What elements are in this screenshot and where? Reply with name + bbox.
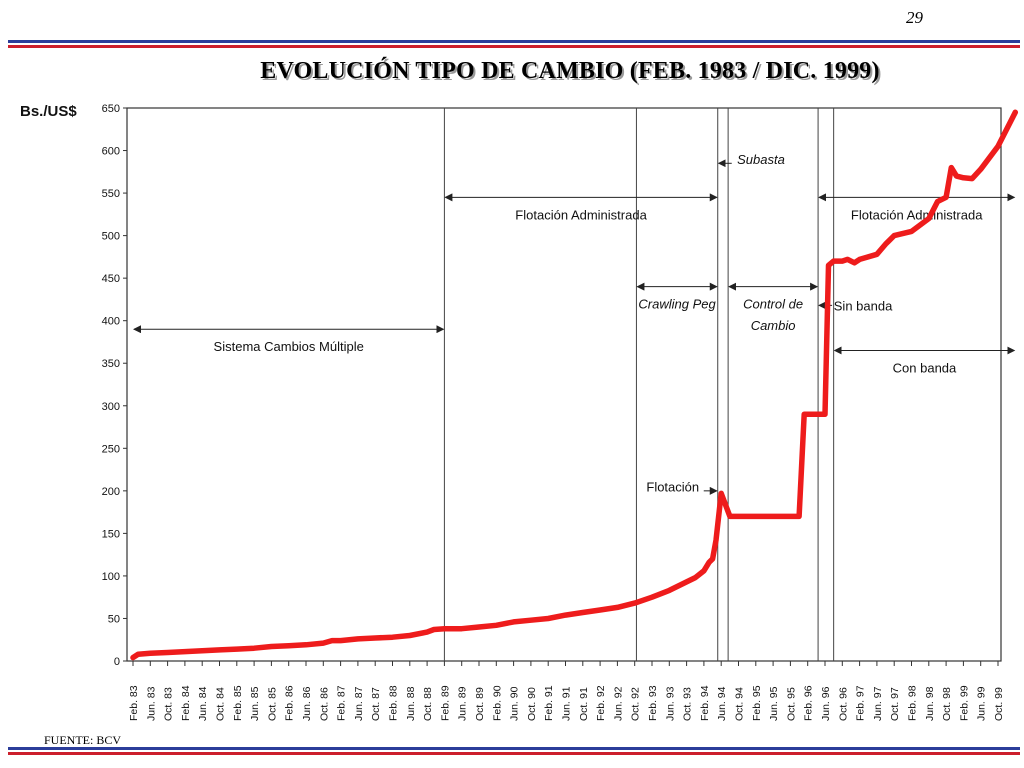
x-tick-label: Oct. 98 (941, 687, 953, 721)
x-tick-label: Oct. 87 (370, 687, 382, 721)
x-tick-label: Jun. 93 (664, 686, 676, 721)
exchange-rate-line (130, 109, 1019, 661)
x-tick-label: Oct. 99 (993, 687, 1005, 721)
y-tick-label: 200 (102, 486, 120, 498)
x-tick-label: Oct. 92 (630, 687, 642, 721)
x-tick-label: Jun. 97 (872, 686, 884, 721)
x-tick-label: Feb. 96 (803, 685, 815, 721)
x-tick-label: Feb. 85 (232, 685, 244, 721)
x-tick-label: Feb. 93 (647, 685, 659, 721)
period-label: Control de (743, 297, 803, 312)
x-tick-label: Feb. 97 (855, 685, 867, 721)
period-label: Cambio (751, 318, 796, 333)
y-tick-label: 150 (102, 528, 120, 540)
period-label: Con banda (893, 360, 957, 375)
y-axis-label: Bs./US$ (20, 103, 77, 120)
x-tick-label: Oct. 97 (889, 687, 901, 721)
y-tick-label: 100 (102, 571, 120, 583)
plot-frame (126, 107, 1002, 662)
page-number: 29 (906, 8, 923, 27)
x-tick-label: Feb. 91 (543, 685, 555, 721)
x-tick-label: Jun. 89 (457, 686, 469, 721)
x-tick-label: Jun. 95 (768, 686, 780, 721)
y-tick-label: 250 (102, 443, 120, 455)
period-label: Flotación Administrada (851, 207, 983, 222)
x-tick-label: Jun. 86 (301, 686, 313, 721)
x-tick-label: Jun. 84 (197, 686, 209, 721)
x-tick-label: Feb. 99 (958, 685, 970, 721)
period-label: Sistema Cambios Múltiple (214, 339, 364, 354)
period-label: Flotación Administrada (515, 207, 647, 222)
x-tick-label: Oct. 88 (422, 687, 434, 721)
slide-title: EVOLUCIÓN TIPO DE CAMBIO (FEB. 1983 / DI… (260, 58, 880, 84)
x-tick-label: Jun. 94 (716, 686, 728, 721)
x-tick-label: Oct. 96 (837, 687, 849, 721)
x-tick-label: Feb. 87 (336, 685, 348, 721)
top-rule (8, 40, 1020, 48)
x-tick-label: Jun. 99 (976, 686, 988, 721)
x-tick-label: Oct. 84 (215, 687, 227, 721)
y-tick-label: 50 (108, 613, 120, 625)
x-tick-label: Oct. 91 (578, 687, 590, 721)
y-tick-label: 650 (102, 103, 120, 115)
y-tick-label: 400 (102, 316, 120, 328)
x-tick-label: Feb. 90 (491, 685, 503, 721)
y-tick-label: 450 (102, 273, 120, 285)
y-tick-label: 500 (102, 231, 120, 243)
x-tick-label: Feb. 98 (907, 685, 919, 721)
x-tick-label: Oct. 94 (734, 687, 746, 721)
y-tick-label: 0 (114, 656, 120, 668)
x-tick-label: Jun. 87 (353, 686, 365, 721)
x-tick-label: Oct. 85 (266, 687, 278, 721)
x-tick-label: Jun. 92 (612, 686, 624, 721)
x-tick-label: Jun. 83 (145, 686, 157, 721)
x-tick-label: Oct. 90 (526, 687, 538, 721)
y-tick-label: 300 (102, 401, 120, 413)
x-tick-label: Oct. 83 (163, 687, 175, 721)
bottom-rule (8, 747, 1020, 755)
event-label: Subasta (737, 152, 785, 167)
y-tick-label: 350 (102, 358, 120, 370)
x-tick-label: Jun. 98 (924, 686, 936, 721)
x-tick-label: Feb. 83 (128, 685, 140, 721)
event-label: Sin banda (834, 298, 893, 313)
source-footer: FUENTE: BCV (44, 733, 122, 747)
x-tick-label: Feb. 92 (595, 685, 607, 721)
x-tick-label: Feb. 89 (439, 685, 451, 721)
x-tick-label: Jun. 88 (405, 686, 417, 721)
x-tick-label: Feb. 88 (388, 685, 400, 721)
x-tick-label: Oct. 95 (785, 687, 797, 721)
exchange-rate-chart: Bs./US$ 0 50 100 150 200 250 300 350 400 450 500 550… (20, 103, 1019, 721)
x-tick-label: Feb. 95 (751, 685, 763, 721)
x-tick-label: Jun. 90 (509, 686, 521, 721)
x-tick-label: Jun. 85 (249, 686, 261, 721)
x-tick-label: Jun. 96 (820, 686, 832, 721)
x-tick-label: Jun. 91 (561, 686, 573, 721)
x-tick-label: Oct. 93 (682, 687, 694, 721)
x-tick-label: Oct. 86 (318, 687, 330, 721)
y-tick-label: 550 (102, 188, 120, 200)
period-label: Crawling Peg (638, 297, 716, 312)
x-tick-label: Feb. 86 (284, 685, 296, 721)
x-tick-label: Feb. 94 (699, 685, 711, 721)
x-tick-label: Oct. 89 (474, 687, 486, 721)
event-label: Flotación (646, 480, 699, 495)
x-tick-label: Feb. 84 (180, 685, 192, 721)
y-tick-label: 600 (102, 146, 120, 158)
